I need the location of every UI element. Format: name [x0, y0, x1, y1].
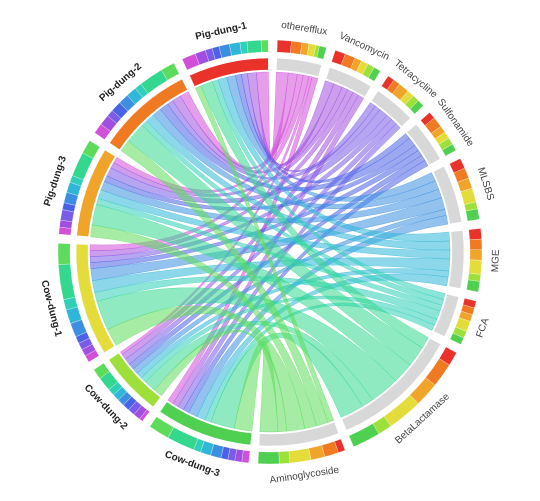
segment-label: BetaLactamase — [393, 391, 452, 446]
segment-label: Aminoglycoside — [269, 465, 340, 487]
ribbon — [195, 85, 335, 423]
segment-label: FCA — [474, 316, 491, 339]
composition-bar — [82, 140, 101, 159]
ribbon — [146, 114, 451, 251]
composition-bar — [246, 40, 262, 54]
composition-bar — [288, 448, 312, 464]
segment-arc — [258, 421, 340, 447]
ribbon — [94, 275, 441, 320]
segment-arc — [325, 67, 372, 97]
composition-bar — [409, 100, 424, 115]
segment-arc — [448, 230, 465, 289]
composition-bar — [257, 451, 280, 465]
ribbon — [90, 224, 317, 429]
composition-bar — [441, 143, 457, 157]
segment-label: MLSBS — [475, 166, 496, 202]
composition-bar — [161, 62, 180, 81]
ribbon — [217, 77, 450, 242]
segment-arc — [75, 243, 115, 354]
ribbon — [90, 149, 423, 269]
ribbon — [120, 140, 329, 427]
ribbon — [141, 120, 444, 306]
composition-bar — [469, 249, 483, 261]
composition-bar — [167, 427, 199, 450]
segment-arc — [276, 57, 322, 77]
composition-bar — [290, 40, 303, 55]
composition-bar — [316, 45, 327, 60]
segment-label: otherefflux — [280, 20, 328, 38]
composition-bar — [57, 243, 71, 265]
ribbon — [226, 75, 436, 202]
composition-bar — [229, 41, 242, 56]
ribbon — [96, 287, 397, 401]
segment-label: Cow-dung-1 — [38, 279, 63, 338]
composition-bar — [348, 423, 380, 447]
ribbon — [233, 340, 279, 433]
ribbon — [91, 203, 411, 381]
segment-label: MGE — [490, 249, 502, 273]
composition-bar — [149, 416, 174, 439]
composition-bar — [468, 228, 482, 240]
ribbon — [113, 73, 304, 193]
segment-arc — [159, 401, 253, 446]
segment-label: Pig-dung-1 — [194, 20, 248, 42]
composition-bar — [469, 238, 483, 250]
ribbon — [241, 73, 376, 172]
composition-bar — [276, 39, 292, 54]
composition-bar — [278, 450, 291, 464]
ribbon — [89, 89, 354, 257]
ribbon — [110, 86, 349, 197]
ribbon — [97, 189, 451, 260]
segment-arc — [108, 352, 161, 408]
composition-bar — [58, 263, 76, 300]
segment-arc — [109, 78, 188, 151]
ribbon — [127, 124, 423, 366]
composition-bar — [260, 39, 269, 53]
segment-arc — [341, 338, 442, 431]
composition-bar — [308, 445, 326, 461]
ribbon — [89, 74, 310, 251]
composition-bar — [93, 362, 110, 379]
ribbon — [211, 79, 446, 300]
segment-arc — [406, 123, 441, 166]
ribbon — [200, 81, 429, 349]
ribbon — [177, 123, 401, 411]
composition-bar — [468, 259, 482, 275]
ribbon — [90, 197, 446, 281]
ribbon — [183, 160, 429, 413]
segment-arc — [189, 57, 269, 87]
segment-arc — [371, 90, 411, 127]
ribbons — [89, 71, 451, 433]
composition-bar — [449, 332, 464, 345]
ribbon — [235, 74, 410, 183]
composition-bar — [465, 208, 480, 222]
segment-arc — [433, 293, 460, 337]
segment-arc — [433, 166, 462, 225]
segment-arc — [76, 149, 116, 237]
composition-bar — [466, 279, 481, 293]
composition-bar — [368, 67, 381, 82]
ribbon — [104, 145, 419, 211]
